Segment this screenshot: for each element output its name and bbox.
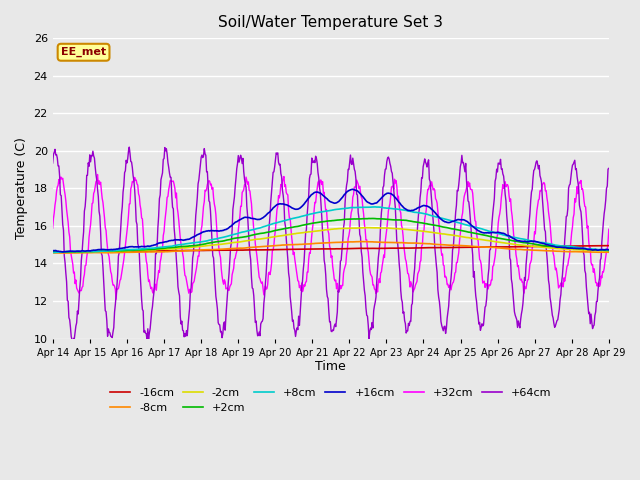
-16cm [117, 248, 125, 254]
+16cm [416, 204, 424, 210]
+64cm [59, 222, 67, 228]
+32cm [59, 175, 67, 181]
Title: Soil/Water Temperature Set 3: Soil/Water Temperature Set 3 [218, 15, 444, 30]
Line: -16cm: -16cm [52, 246, 609, 252]
Y-axis label: Temperature (C): Temperature (C) [15, 137, 28, 239]
+2cm [62, 249, 70, 255]
+32cm [118, 271, 125, 277]
-2cm [202, 243, 210, 249]
+64cm [605, 166, 612, 171]
Line: +16cm: +16cm [52, 189, 609, 252]
-8cm [61, 250, 69, 256]
+16cm [400, 205, 408, 211]
-2cm [49, 250, 56, 255]
+2cm [400, 217, 408, 223]
-16cm [173, 248, 181, 253]
-2cm [415, 228, 423, 234]
-8cm [356, 239, 364, 244]
+32cm [112, 297, 120, 302]
-16cm [603, 243, 611, 249]
+64cm [174, 284, 182, 289]
Text: EE_met: EE_met [61, 47, 106, 58]
+64cm [69, 343, 77, 348]
+8cm [371, 204, 379, 210]
+2cm [203, 240, 211, 246]
+2cm [416, 220, 424, 226]
-8cm [173, 248, 181, 254]
-8cm [49, 250, 56, 256]
-8cm [400, 240, 408, 246]
-8cm [59, 250, 67, 256]
-16cm [605, 243, 612, 249]
Legend: -16cm, -8cm, -2cm, +2cm, +8cm, +16cm, +32cm, +64cm: -16cm, -8cm, -2cm, +2cm, +8cm, +16cm, +3… [106, 383, 556, 418]
Line: +32cm: +32cm [52, 175, 609, 300]
+16cm [349, 186, 356, 192]
Line: -2cm: -2cm [52, 228, 609, 252]
-16cm [203, 248, 211, 253]
Line: +2cm: +2cm [52, 218, 609, 252]
Line: +64cm: +64cm [52, 147, 609, 346]
-16cm [59, 249, 67, 255]
+2cm [605, 248, 612, 253]
+16cm [203, 228, 211, 234]
+8cm [605, 247, 612, 252]
X-axis label: Time: Time [316, 360, 346, 373]
+2cm [368, 216, 376, 221]
+32cm [204, 181, 211, 187]
-8cm [416, 240, 424, 246]
+32cm [174, 210, 182, 216]
+2cm [117, 248, 125, 253]
+64cm [125, 144, 133, 150]
-2cm [605, 248, 612, 254]
+2cm [49, 249, 56, 255]
-8cm [605, 249, 612, 255]
+16cm [605, 247, 612, 252]
-2cm [399, 226, 407, 232]
+32cm [400, 243, 408, 249]
-16cm [399, 245, 407, 251]
Line: -8cm: -8cm [52, 241, 609, 253]
+16cm [49, 248, 56, 253]
-8cm [203, 247, 211, 252]
-16cm [49, 249, 56, 255]
+8cm [416, 210, 424, 216]
+8cm [60, 249, 67, 254]
+8cm [117, 247, 125, 253]
+8cm [400, 207, 408, 213]
+64cm [416, 195, 424, 201]
-16cm [415, 245, 423, 251]
+8cm [49, 250, 56, 255]
-2cm [362, 225, 370, 230]
Line: +8cm: +8cm [52, 207, 609, 252]
-16cm [73, 249, 81, 255]
+16cm [117, 246, 125, 252]
+64cm [400, 309, 408, 315]
+32cm [49, 225, 56, 231]
+8cm [51, 250, 58, 255]
+32cm [93, 172, 101, 178]
+16cm [173, 237, 181, 243]
+32cm [605, 227, 612, 232]
-2cm [116, 248, 124, 254]
+16cm [59, 249, 67, 255]
+64cm [204, 169, 211, 175]
+8cm [173, 242, 181, 248]
+8cm [203, 238, 211, 244]
+64cm [117, 225, 125, 231]
+2cm [173, 244, 181, 250]
-8cm [117, 250, 125, 255]
+2cm [59, 249, 67, 255]
+16cm [60, 249, 67, 255]
+32cm [416, 259, 424, 265]
+64cm [49, 160, 56, 166]
-2cm [59, 249, 67, 255]
-2cm [173, 246, 180, 252]
